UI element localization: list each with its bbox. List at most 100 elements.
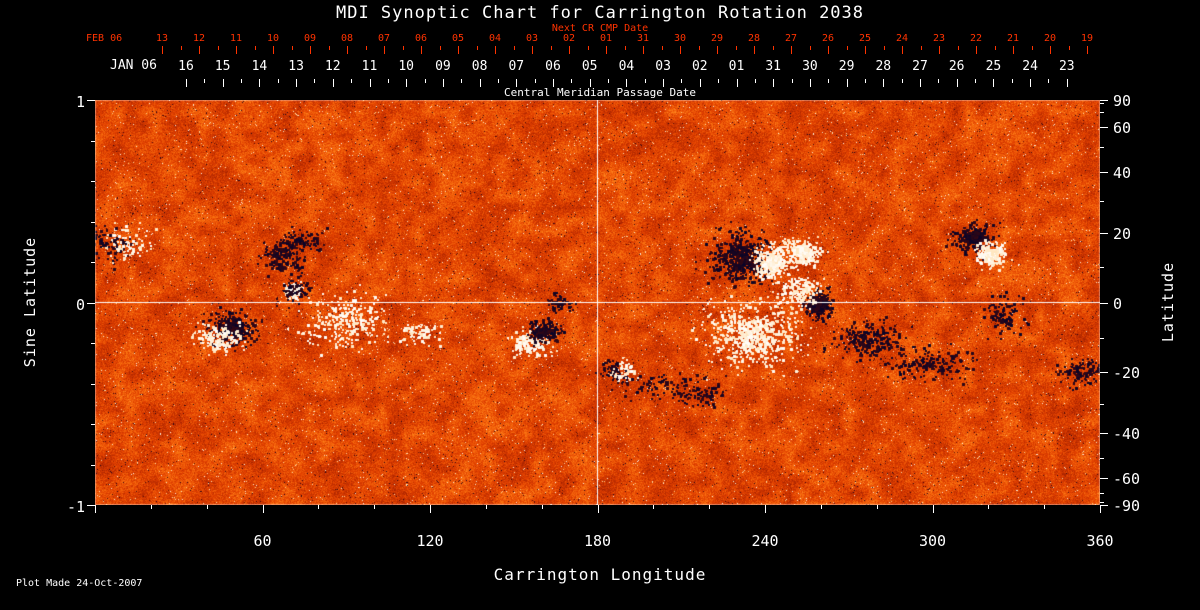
top-red-minor-tick	[217, 46, 219, 50]
cmp-day-label: 14	[251, 59, 268, 74]
bottom-minor-tick	[653, 505, 655, 509]
magnetogram-canvas	[95, 100, 1100, 505]
top-white-major-tick	[296, 79, 298, 87]
top-red-major-tick	[976, 46, 977, 54]
chart-title: MDI Synoptic Chart for Carrington Rotati…	[335, 3, 865, 23]
next-cr-day-label: 22	[969, 33, 983, 44]
cmp-day-label: 30	[802, 59, 818, 74]
cmp-day-label: 09	[435, 59, 451, 74]
next-cr-day-label: 05	[451, 33, 465, 44]
top-red-minor-tick	[587, 46, 589, 50]
top-white-minor-tick	[424, 79, 426, 83]
top-red-minor-tick	[328, 46, 330, 50]
top-white-major-tick	[406, 79, 408, 87]
next-cr-day-label: 21	[1006, 33, 1020, 44]
right-minor-tick	[1100, 112, 1104, 114]
latitude-tick-label: -40	[1113, 424, 1141, 443]
next-cr-day-label: 02	[562, 33, 576, 44]
top-red-minor-tick	[550, 46, 552, 50]
top-red-minor-tick	[735, 46, 737, 50]
top-white-major-tick	[1066, 79, 1068, 87]
cmp-day-label: 01	[728, 59, 745, 74]
bottom-major-tick	[430, 505, 431, 513]
right-major-tick	[1100, 302, 1108, 304]
cmp-day-label: 05	[581, 59, 598, 74]
top-white-minor-tick	[681, 79, 683, 83]
cmp-day-label: 11	[361, 59, 378, 74]
top-red-minor-tick	[809, 46, 811, 50]
bottom-minor-tick	[150, 505, 152, 509]
top-red-minor-tick	[994, 46, 996, 50]
top-white-major-tick	[516, 79, 518, 87]
latitude-tick-label: 90	[1113, 91, 1132, 110]
cmp-day-label: 31	[765, 59, 782, 74]
top-red-major-tick	[236, 46, 237, 54]
cmp-day-label: 06	[545, 59, 561, 74]
top-red-major-tick	[939, 46, 940, 54]
bottom-axis-title: Carrington Longitude	[493, 565, 707, 584]
top-red-minor-tick	[624, 46, 626, 50]
top-red-major-tick	[902, 46, 903, 54]
left-minor-tick	[91, 343, 95, 344]
bottom-minor-tick	[318, 505, 320, 509]
top-white-minor-tick	[864, 79, 866, 83]
latitude-tick-label: 40	[1113, 164, 1132, 183]
next-cr-day-label: 06	[414, 33, 428, 44]
top-white-major-tick	[920, 79, 921, 87]
next-cr-day-label: 19	[1080, 33, 1094, 44]
bottom-major-tick	[932, 505, 934, 513]
top-white-major-tick	[186, 79, 187, 87]
top-red-major-tick	[384, 46, 385, 54]
next-cr-day-label: 07	[377, 33, 391, 44]
top-white-major-tick	[589, 79, 591, 87]
top-red-major-tick	[347, 46, 348, 54]
top-white-major-tick	[956, 79, 958, 87]
top-red-major-tick	[569, 46, 570, 54]
longitude-tick-label: 180	[583, 532, 612, 550]
cmp-day-label: 15	[214, 59, 231, 74]
top-white-major-tick	[1030, 79, 1032, 87]
top-red-major-tick	[1050, 46, 1051, 54]
next-cr-day-label: 28	[747, 33, 761, 44]
next-cr-day-label: 12	[192, 33, 206, 44]
top-white-minor-tick	[351, 79, 353, 83]
top-red-major-tick	[865, 46, 866, 54]
top-red-major-tick	[310, 46, 311, 54]
bottom-major-tick	[262, 505, 264, 513]
bottom-minor-tick	[374, 505, 376, 509]
top-red-minor-tick	[513, 46, 515, 50]
left-major-tick	[87, 302, 95, 304]
next-cr-day-label: 11	[229, 33, 243, 44]
top-white-minor-tick	[277, 79, 279, 83]
right-major-tick	[1100, 233, 1108, 235]
cmp-day-label: 25	[985, 59, 1002, 74]
top-red-major-tick	[828, 46, 829, 54]
bottom-minor-tick	[485, 505, 487, 509]
right-minor-tick	[1100, 457, 1104, 459]
left-minor-tick	[91, 424, 95, 425]
left-minor-tick	[91, 140, 95, 142]
top-red-major-tick	[495, 46, 496, 54]
top-white-minor-tick	[497, 79, 499, 83]
top-axis-year-label-feb: FEB 06	[86, 33, 123, 44]
sine-latitude-tick-label: 1	[75, 92, 85, 111]
top-white-minor-tick	[608, 79, 610, 83]
left-minor-tick	[91, 181, 95, 182]
top-red-major-tick	[680, 46, 681, 54]
top-red-major-tick	[421, 46, 422, 54]
right-major-tick	[1100, 172, 1108, 174]
top-white-major-tick	[809, 79, 811, 87]
cmp-day-label: 29	[838, 59, 855, 74]
top-white-minor-tick	[901, 79, 903, 83]
next-cr-day-label: 09	[303, 33, 317, 44]
bottom-major-tick	[765, 505, 766, 513]
cmp-day-label: 28	[875, 59, 892, 74]
top-red-major-tick	[273, 46, 274, 54]
next-cr-day-label: 26	[821, 33, 835, 44]
top-red-minor-tick	[883, 46, 885, 50]
top-red-minor-tick	[698, 46, 700, 50]
sine-latitude-tick-label: -1	[66, 497, 85, 516]
top-white-major-tick	[369, 79, 371, 87]
next-cr-day-label: 30	[673, 33, 687, 44]
next-cr-day-label: 27	[784, 33, 798, 44]
